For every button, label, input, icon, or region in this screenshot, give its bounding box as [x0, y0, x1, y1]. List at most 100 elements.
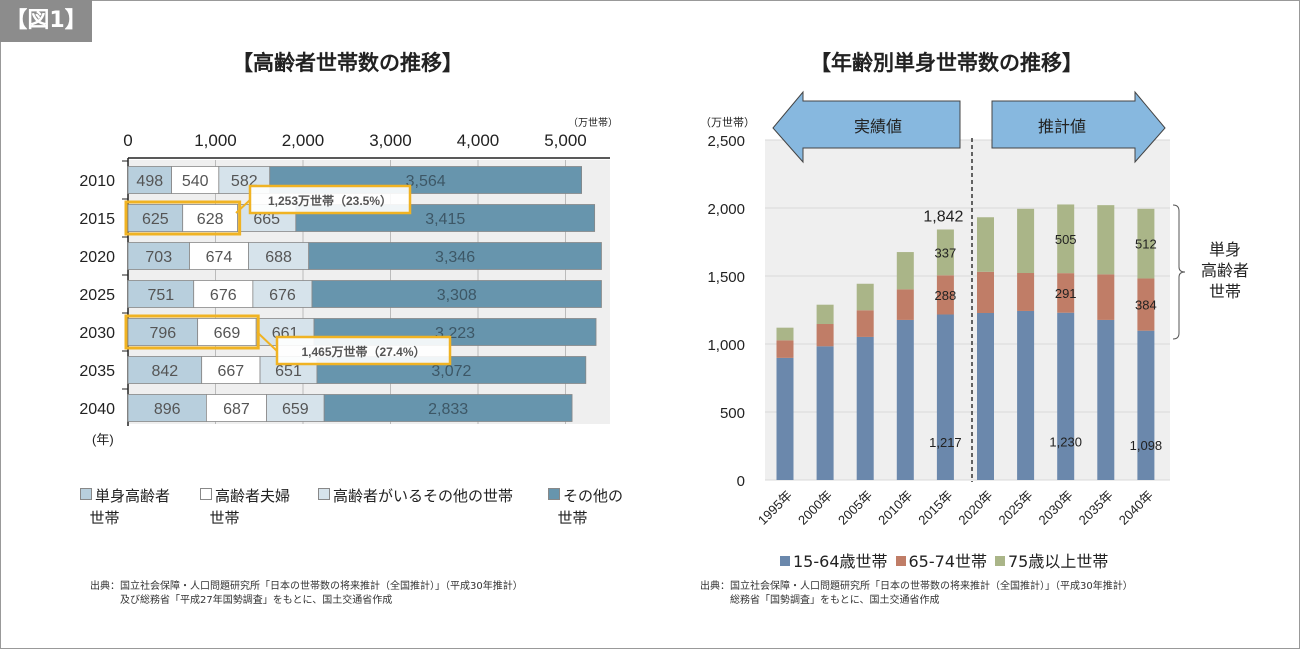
y-axis-unit-label: (年)	[92, 432, 114, 447]
bar-segment	[1137, 208, 1155, 279]
bar-value-label: 288	[935, 288, 957, 303]
bar-value-label: 512	[1135, 237, 1157, 252]
right-chart: 0 500 1,000 1,500 2,000 2,500 （万世帯） 実績値 推計値 1995年…	[700, 90, 1249, 528]
legend-label: 75歳以上世帯	[1008, 552, 1109, 571]
callout-line	[256, 331, 278, 352]
bar-value-label: 505	[1055, 232, 1077, 247]
bar-segment	[171, 166, 220, 194]
legend-item: 15-64歳世帯	[780, 552, 888, 571]
x-tick-label: 2015年	[915, 488, 955, 528]
bar-value-label: 2,833	[428, 401, 468, 418]
bar-segment	[776, 357, 794, 480]
bar-segment	[896, 289, 914, 320]
x-tick-label: 5,000	[544, 131, 587, 150]
bar-segment	[776, 340, 794, 358]
bar-value-label: 384	[1135, 298, 1157, 313]
bar-value-label: 687	[223, 401, 250, 418]
bar-segment	[776, 327, 794, 341]
legend-swatch	[318, 488, 330, 500]
bar-value-label: 667	[218, 363, 245, 380]
y-tick-label: 2015	[79, 211, 115, 228]
bar-segment	[1097, 274, 1115, 320]
bar-segment	[1017, 208, 1035, 274]
bar-segment	[266, 394, 325, 422]
x-tick-label: 2035年	[1076, 488, 1116, 528]
bar-value-label: 498	[136, 173, 163, 190]
estimate-label: 推計値	[1038, 118, 1086, 136]
y-tick-label: 2010	[79, 173, 115, 190]
legend-swatch	[995, 556, 1005, 566]
total-label: 1,842	[923, 208, 963, 225]
legend-item: 高齢者夫婦 世帯	[200, 485, 290, 529]
unit-label: （万世帯）	[700, 116, 755, 129]
figure-tag: 【図1】	[0, 0, 92, 42]
y-tick-label: 2035	[79, 363, 115, 380]
left-source-note: 出典：国立社会保障・人口問題研究所「日本の世帯数の将来推計（全国推計）」（平成3…	[90, 581, 523, 606]
legend-item: 高齢者がいるその他の世帯	[318, 485, 513, 507]
bar-segment	[127, 394, 207, 422]
legend-label: 高齢者がいるその他の世帯	[333, 487, 514, 505]
bar-value-label: 3,072	[431, 363, 471, 380]
callout-box	[248, 184, 412, 215]
y-tick-label: 2025	[79, 287, 115, 304]
bar-value-label: 3,415	[425, 211, 465, 228]
x-tick-label: 2005年	[835, 488, 875, 528]
bar-segment	[936, 275, 954, 315]
x-tick-label: 2025年	[995, 488, 1035, 528]
bar-segment	[816, 304, 834, 325]
bar-value-label: 659	[282, 401, 309, 418]
bar-segment	[323, 394, 573, 422]
bar-segment	[856, 283, 874, 311]
y-tick-label: 2030	[79, 325, 115, 342]
legend-label: 高齢者夫婦 世帯	[209, 487, 291, 527]
y-tick-label: 2020	[79, 249, 115, 266]
y-tick-label: 500	[720, 405, 745, 422]
bar-segment	[189, 242, 249, 270]
bar-value-label: 665	[253, 211, 280, 228]
x-tick-label: 3,000	[369, 131, 412, 150]
bar-segment	[127, 280, 195, 308]
actual-arrow	[772, 90, 961, 164]
x-tick-label: 2,000	[282, 131, 325, 150]
bar-segment	[127, 356, 203, 384]
legend-swatch	[200, 488, 212, 500]
bar-value-label: 625	[142, 211, 169, 228]
legend-label: その他の 世帯	[557, 487, 624, 527]
bar-segment	[311, 280, 602, 308]
bar-segment	[248, 242, 310, 270]
right-chart-title: 【年齢別単身世帯数の推移】	[810, 51, 1083, 75]
legend-item: その他の 世帯	[548, 485, 623, 529]
y-tick-label: 2,500	[707, 133, 745, 150]
bar-value-label: 1,098	[1130, 438, 1163, 453]
bar-value-label: 669	[214, 325, 241, 342]
x-tick-label: 4,000	[457, 131, 500, 150]
right-source-note: 出典：国立社会保障・人口問題研究所「日本の世帯数の将来推計（全国推計）」（平成3…	[700, 581, 1133, 606]
bar-segment	[127, 166, 172, 194]
callout-line	[235, 199, 251, 214]
unit-label: （万世帯）	[568, 116, 618, 129]
legend-item: 65-74世帯	[895, 552, 987, 571]
legend-label: 15-64歳世帯	[793, 552, 888, 571]
bar-segment	[127, 204, 184, 232]
bar-segment	[1017, 273, 1035, 311]
bracket-label: 高齢者	[1201, 262, 1249, 280]
y-tick-label: 2040	[79, 401, 115, 418]
bar-segment	[856, 310, 874, 337]
bar-segment	[308, 242, 602, 270]
bar-segment	[936, 314, 954, 480]
bar-value-label: 896	[154, 401, 181, 418]
legend-swatch	[780, 556, 790, 566]
y-tick-label: 0	[737, 473, 745, 490]
bar-segment	[816, 324, 834, 347]
bar-segment	[193, 280, 254, 308]
bar-value-label: 796	[149, 325, 176, 342]
estimate-arrow	[991, 90, 1166, 164]
x-tick-label: 2030年	[1036, 488, 1076, 528]
x-tick-label: 1,000	[194, 131, 237, 150]
y-tick-label: 1,500	[707, 269, 745, 286]
left-chart: 0 1,000 2,000 3,000 4,000 5,000 （万世帯） 2010 498 54…	[79, 116, 618, 447]
x-tick-label: 2010年	[875, 488, 915, 528]
callout-box	[275, 335, 452, 366]
bar-segment	[977, 312, 994, 480]
bracket-label: 単身	[1209, 241, 1241, 259]
